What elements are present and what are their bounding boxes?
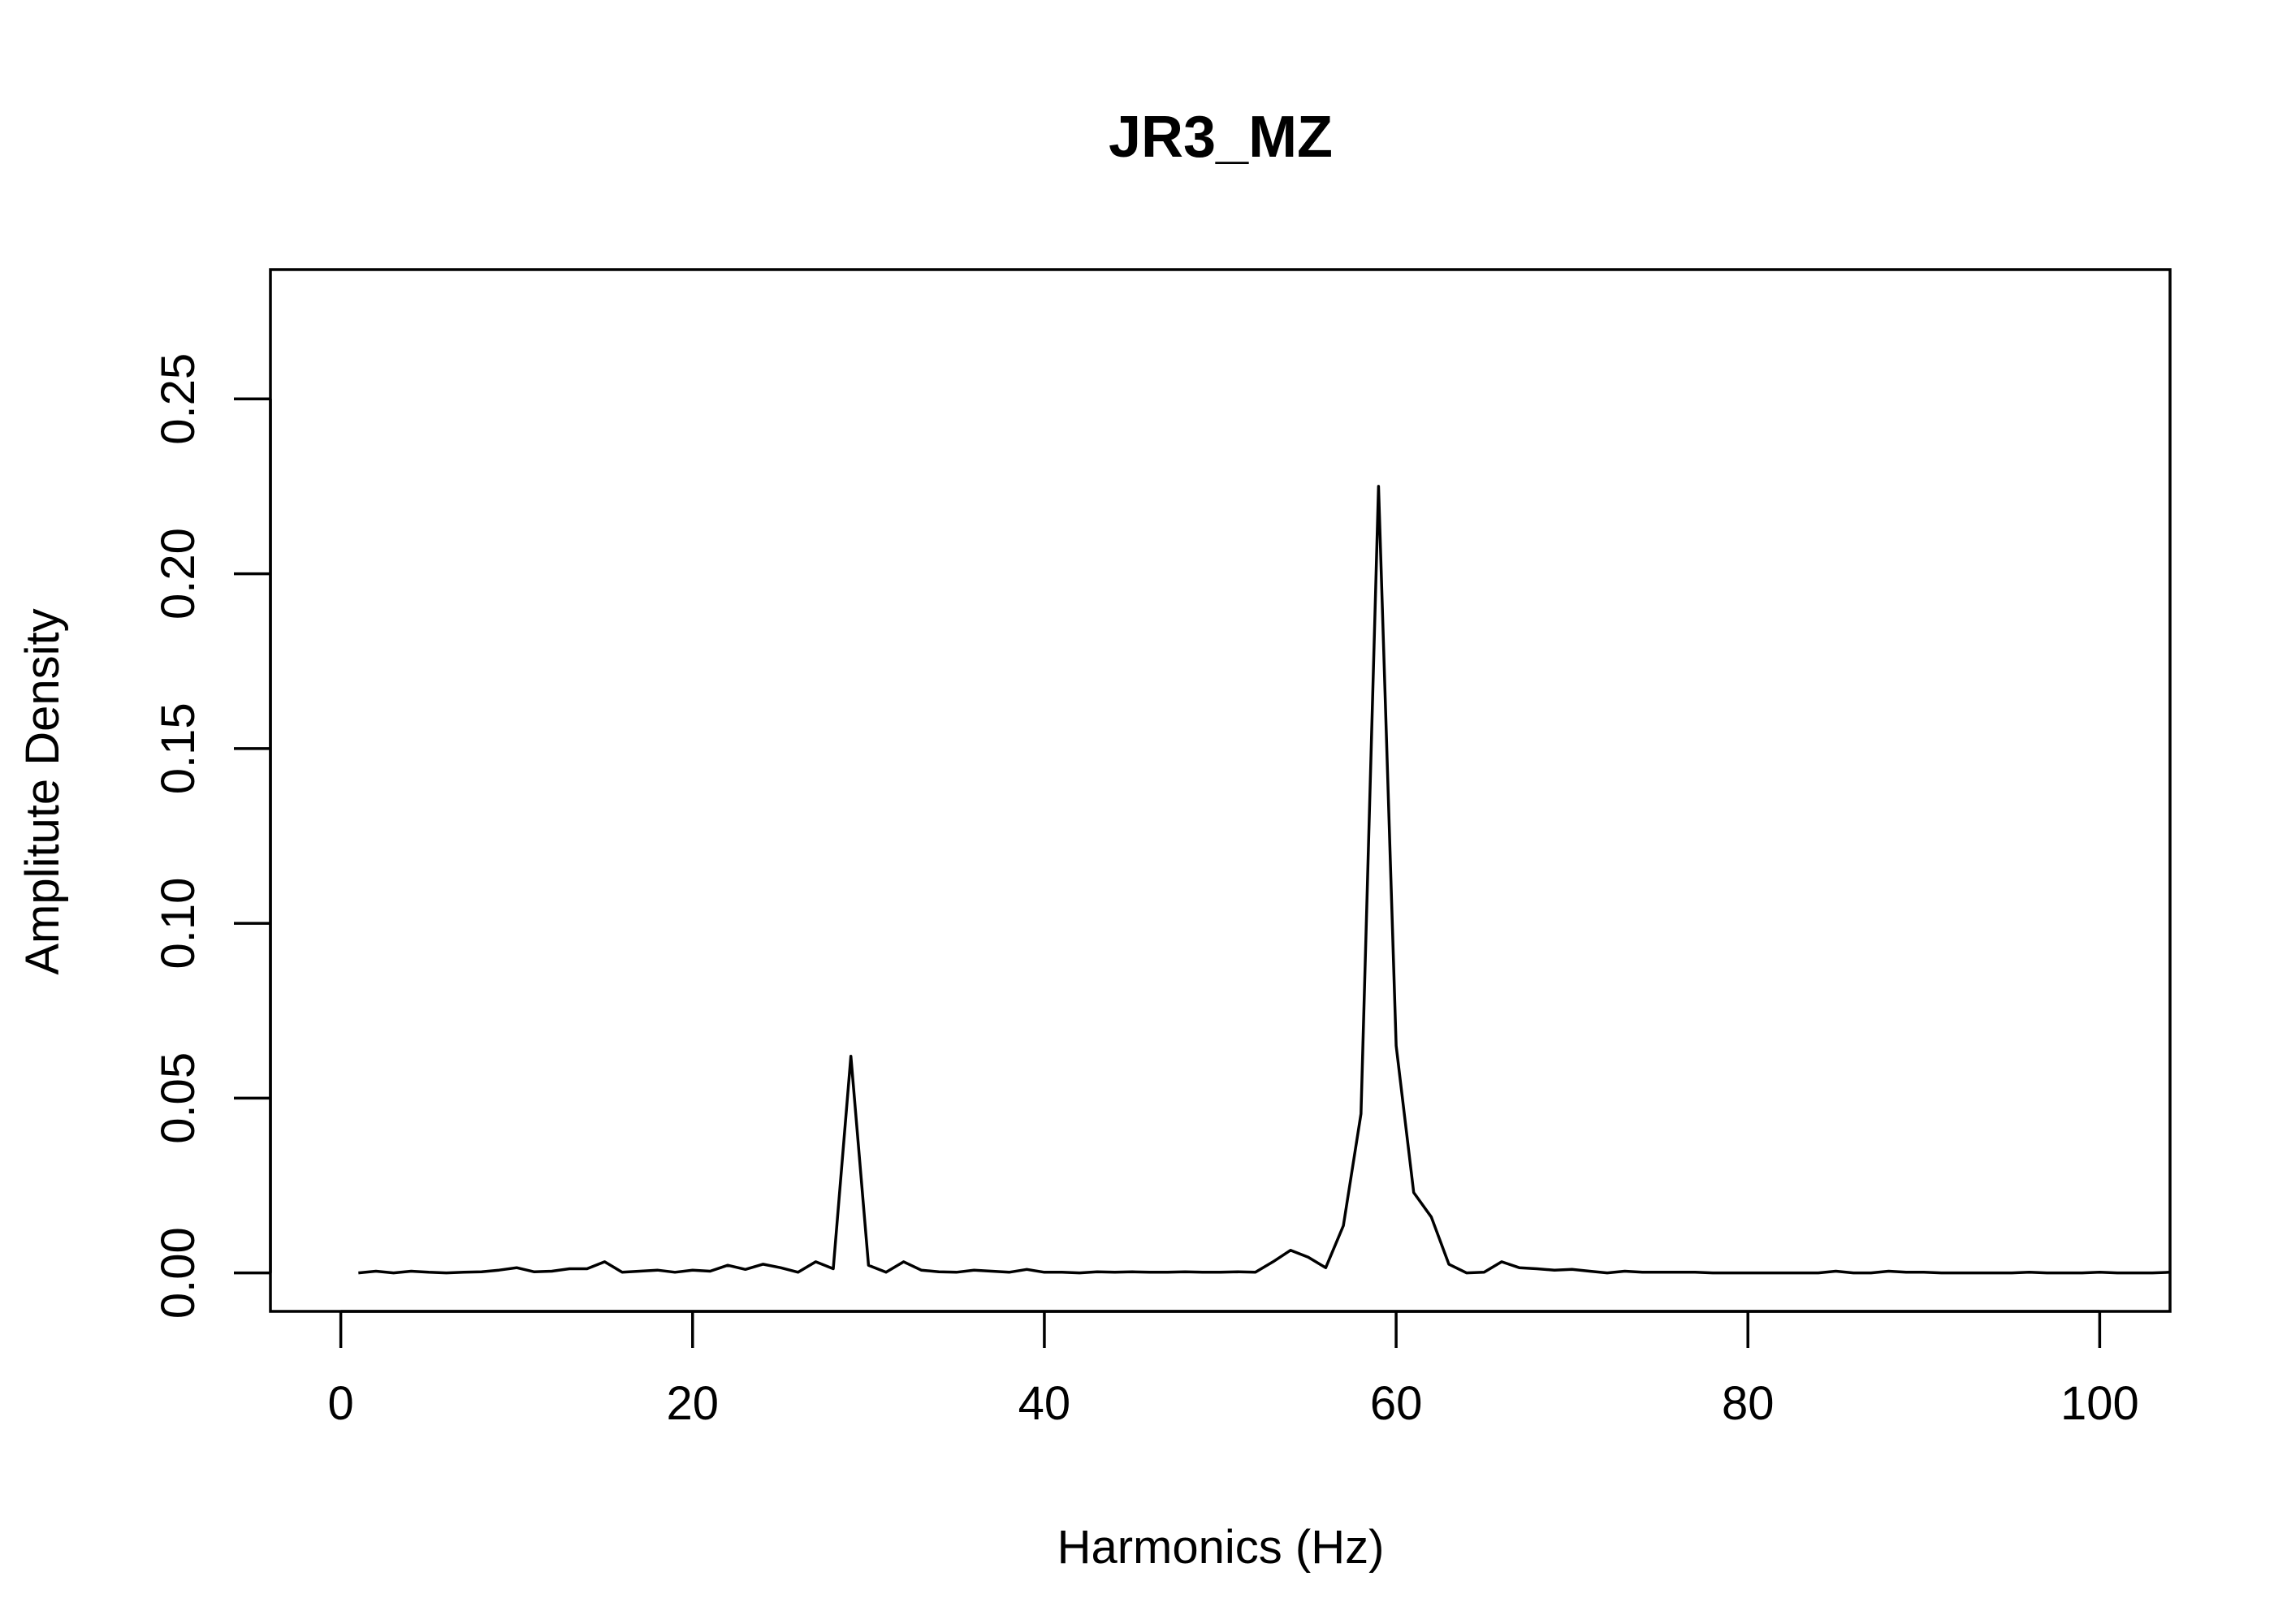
y-tick-label: 0.25 [152,353,205,445]
x-tick-label: 80 [1722,1377,1775,1430]
y-tick-label: 0.00 [152,1227,205,1319]
series-line [358,485,2171,1275]
y-tick-label: 0.05 [152,1052,205,1144]
plot-frame [269,268,2172,1313]
x-tick-label: 60 [1370,1377,1423,1430]
x-tick-label: 40 [1018,1377,1071,1430]
x-tick-label: 0 [327,1377,353,1430]
y-tick-label: 0.15 [152,702,205,794]
x-axis: 0 20 40 60 80 100 [327,1310,2139,1430]
y-axis: 0.00 0.05 0.10 0.15 0.20 0.25 [152,353,272,1319]
x-tick-label: 100 [2060,1377,2139,1430]
y-tick-label: 0.10 [152,878,205,970]
y-tick-label: 0.20 [152,528,205,620]
y-axis-label: Amplitute Density [16,608,69,974]
chart-title: JR3_MZ [1109,105,1333,170]
x-axis-label: Harmonics (Hz) [1057,1521,1385,1574]
x-tick-label: 20 [667,1377,720,1430]
